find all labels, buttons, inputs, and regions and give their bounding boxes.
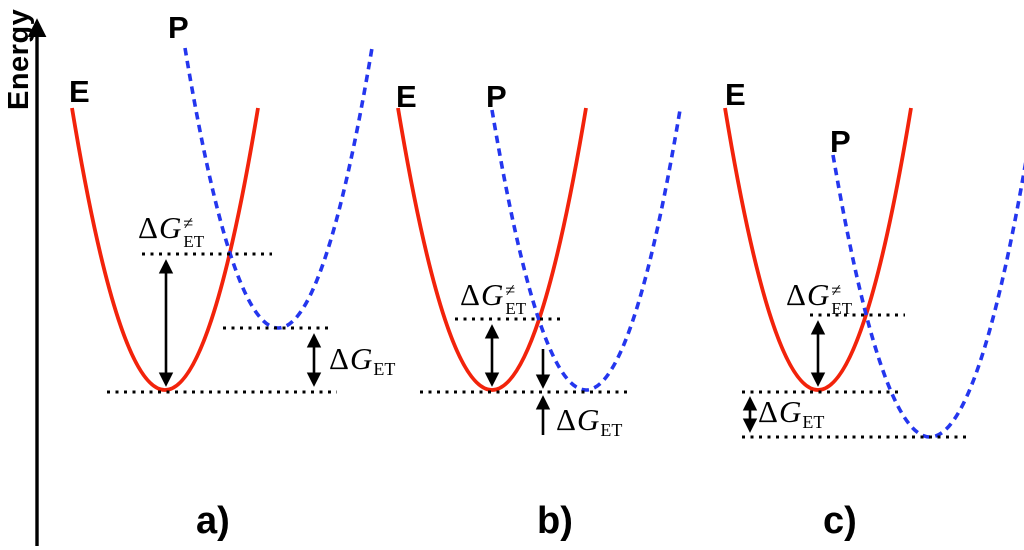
sup-sub-stack: ≠ ET — [831, 281, 852, 317]
delta-glyph: Δ — [786, 277, 806, 312]
et-subscript: ET — [183, 232, 205, 251]
et-subscript: ET — [505, 299, 527, 318]
gibbs-symbol: G — [349, 341, 373, 376]
gibbs-symbol: G — [480, 277, 504, 312]
product-parabola-b — [490, 109, 682, 392]
reaction-energy-label-c: ΔGET — [758, 396, 824, 431]
delta-glyph: Δ — [329, 341, 349, 376]
product-curve-label-a: P — [168, 10, 189, 45]
reaction-energy-label-a: ΔGET — [329, 343, 395, 378]
panel-caption-c: c) — [823, 500, 857, 542]
panel-caption-b: b) — [537, 500, 573, 542]
delta-glyph: Δ — [138, 210, 158, 245]
educt-parabola-a — [70, 107, 260, 392]
sup-sub-stack: ≠ ET — [505, 281, 526, 317]
educt-curve-label-b: E — [396, 79, 417, 114]
educt-parabola-b — [396, 107, 588, 392]
product-parabola-a — [183, 47, 374, 330]
activation-energy-label-b: ΔG ≠ ET — [460, 279, 526, 317]
delta-glyph: Δ — [556, 402, 576, 437]
neq-superscript: ≠ — [183, 213, 194, 233]
panel-caption-a: a) — [196, 500, 230, 542]
et-subscript: ET — [600, 420, 623, 440]
sup-sub-stack: ≠ ET — [183, 214, 204, 250]
delta-glyph: Δ — [758, 394, 778, 429]
gibbs-symbol: G — [576, 402, 600, 437]
axis-label-energy: Energy — [3, 8, 35, 110]
product-parabola-c — [831, 154, 1024, 439]
educt-curve-label-c: E — [725, 77, 746, 112]
et-subscript: ET — [373, 359, 396, 379]
reaction-energy-label-b: ΔGET — [556, 404, 622, 439]
neq-superscript: ≠ — [831, 280, 842, 300]
et-subscript: ET — [831, 299, 853, 318]
gibbs-symbol: G — [158, 210, 182, 245]
product-curve-label-b: P — [486, 79, 507, 114]
educt-curve-label-a: E — [69, 74, 90, 109]
neq-superscript: ≠ — [505, 280, 516, 300]
educt-parabola-c — [723, 107, 913, 392]
product-curve-label-c: P — [830, 124, 851, 159]
gibbs-symbol: G — [806, 277, 830, 312]
activation-energy-label-c: ΔG ≠ ET — [786, 279, 852, 317]
delta-glyph: Δ — [460, 277, 480, 312]
activation-energy-label-a: ΔG ≠ ET — [138, 212, 204, 250]
gibbs-symbol: G — [778, 394, 802, 429]
et-subscript: ET — [802, 412, 825, 432]
